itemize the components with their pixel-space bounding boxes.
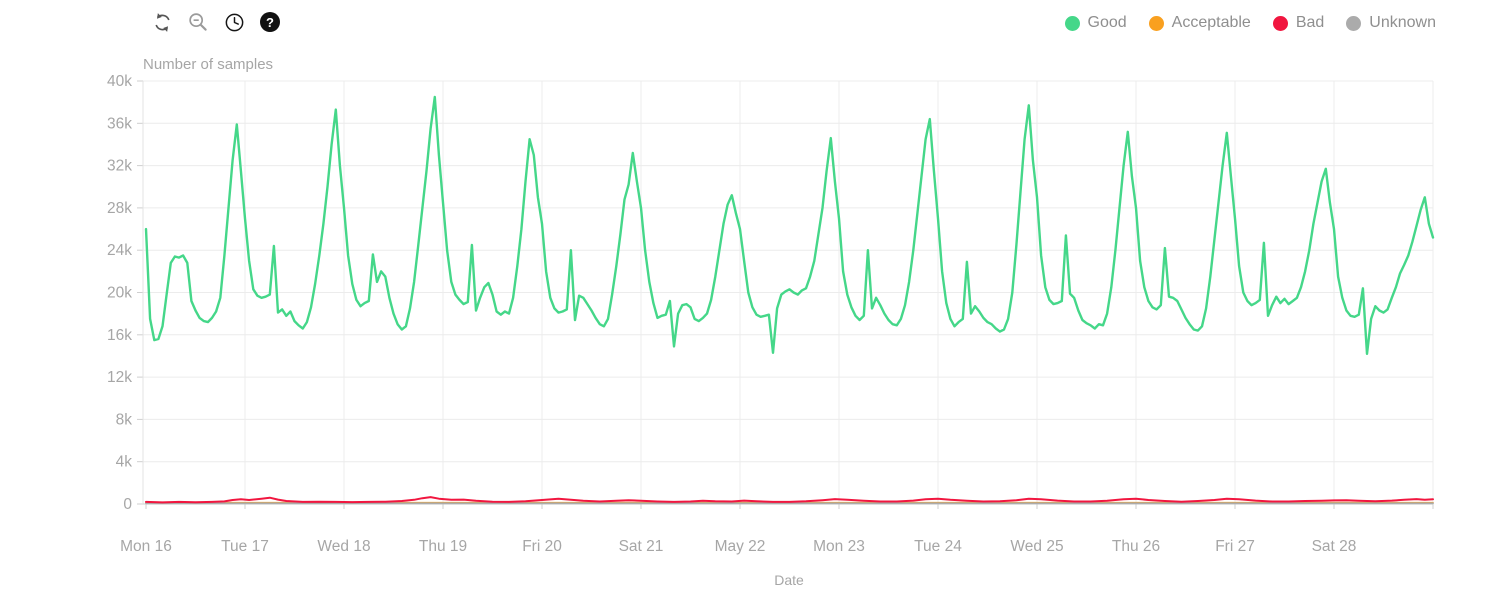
- x-axis-label: Thu 26: [1112, 538, 1160, 555]
- bad-dot-icon: [1272, 15, 1288, 31]
- good-dot-icon: [1064, 15, 1080, 31]
- x-axis-label: Mon 23: [813, 538, 865, 555]
- legend-label: Acceptable: [1171, 14, 1251, 31]
- zoom-out-icon[interactable]: [187, 11, 209, 33]
- series-line-good: [144, 95, 1435, 355]
- y-axis-label: 0: [123, 496, 132, 513]
- y-axis-label: 28k: [107, 200, 132, 217]
- unknown-dot-icon: [1346, 15, 1362, 31]
- y-axis-label: 20k: [107, 285, 132, 302]
- legend-item-unknown[interactable]: Unknown: [1346, 14, 1436, 32]
- legend-item-bad[interactable]: Bad: [1272, 14, 1325, 32]
- x-axis-label: Tue 17: [221, 538, 269, 555]
- x-axis-label: Mon 16: [120, 538, 172, 555]
- y-axis-label: 8k: [116, 411, 133, 428]
- series-line-bad: [145, 496, 1434, 504]
- x-axis-label: Sat 21: [619, 538, 664, 555]
- y-axis-label: 24k: [107, 242, 132, 259]
- x-axis-title: Date: [774, 572, 804, 588]
- legend-item-good[interactable]: Good: [1064, 14, 1127, 32]
- x-axis-label: Wed 25: [1010, 538, 1063, 555]
- chart-legend: Good Acceptable Bad Unknown: [1064, 14, 1436, 32]
- x-axis-label: Tue 24: [914, 538, 962, 555]
- y-axis-label: 36k: [107, 115, 132, 132]
- x-axis-label: Fri 20: [522, 538, 562, 555]
- help-glyph: ?: [260, 12, 280, 32]
- refresh-icon[interactable]: [151, 11, 173, 33]
- x-axis-label: Fri 27: [1215, 538, 1255, 555]
- y-axis-label: 16k: [107, 327, 132, 344]
- chart-title: Number of samples: [143, 56, 274, 73]
- clock-icon[interactable]: [223, 11, 245, 33]
- help-icon[interactable]: ?: [259, 11, 281, 33]
- chart-toolbar: ?: [151, 11, 281, 33]
- x-axis-label: Wed 18: [317, 538, 370, 555]
- y-axis-label: 12k: [107, 369, 132, 386]
- legend-label: Bad: [1295, 14, 1325, 31]
- x-axis-label: Sat 28: [1312, 538, 1357, 555]
- legend-label: Good: [1087, 14, 1127, 31]
- acceptable-dot-icon: [1148, 15, 1164, 31]
- y-axis-label: 40k: [107, 73, 132, 90]
- legend-item-acceptable[interactable]: Acceptable: [1148, 14, 1251, 32]
- y-axis-label: 4k: [116, 454, 133, 471]
- legend-label: Unknown: [1369, 14, 1436, 31]
- x-axis-label: May 22: [715, 538, 766, 555]
- y-axis-label: 32k: [107, 158, 132, 175]
- x-axis-label: Thu 19: [419, 538, 467, 555]
